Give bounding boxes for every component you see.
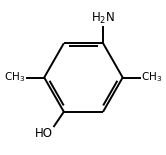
Text: HO: HO [35, 127, 53, 140]
Text: CH$_3$: CH$_3$ [4, 71, 26, 84]
Text: CH$_3$: CH$_3$ [141, 71, 163, 84]
Text: H$_2$N: H$_2$N [91, 11, 115, 26]
